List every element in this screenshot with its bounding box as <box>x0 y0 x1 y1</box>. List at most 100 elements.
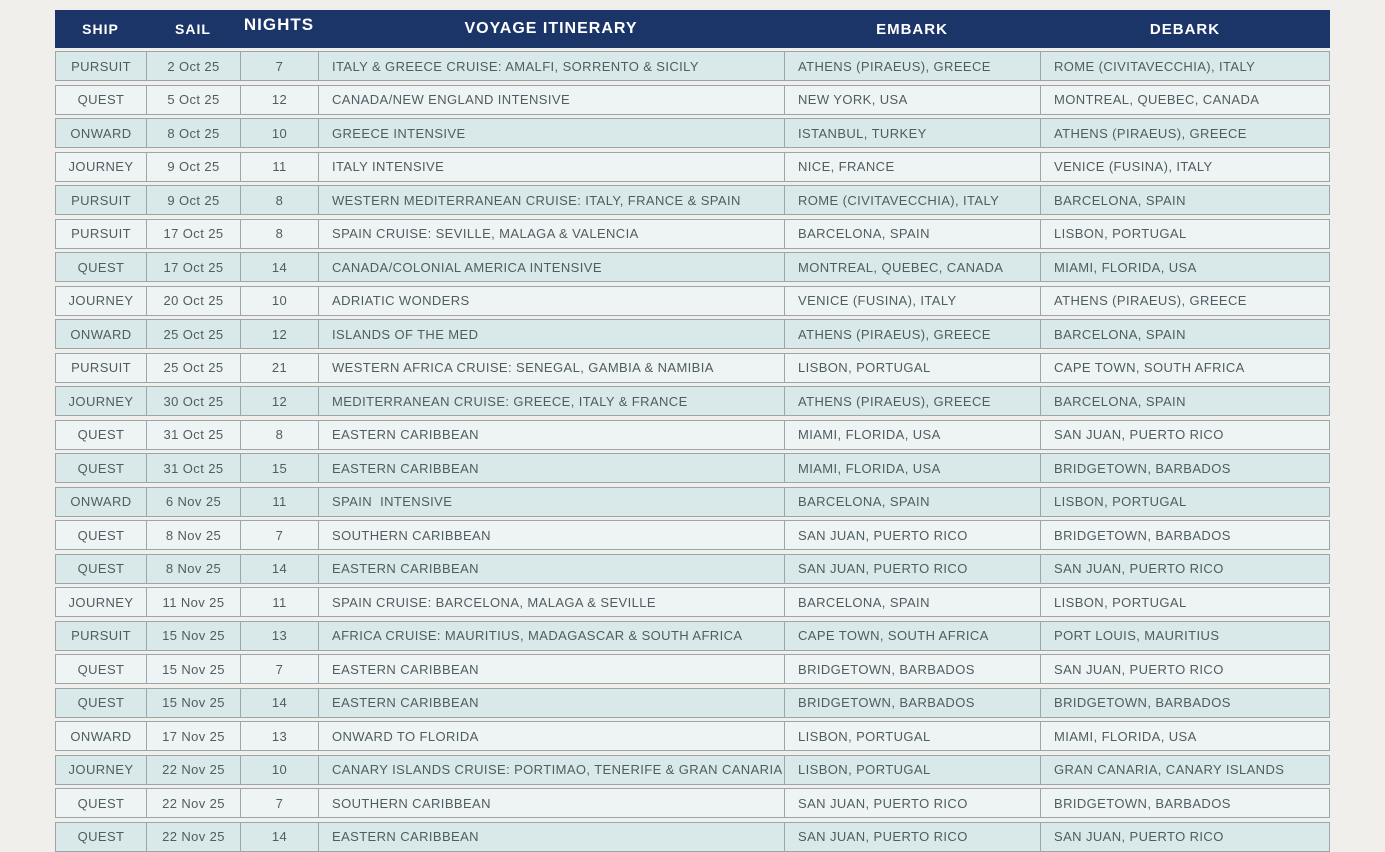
table-row: PURSUIT 15 Nov 25 13 AFRICA CRUISE: MAUR… <box>55 620 1330 651</box>
cell-nights: 8 <box>240 419 318 450</box>
cell-itinerary: SOUTHERN CARIBBEAN <box>318 788 784 818</box>
cell-debark: ATHENS (PIRAEUS), GREECE <box>1040 285 1330 316</box>
table-row: JOURNEY 11 Nov 25 11 SPAIN CRUISE: BARCE… <box>55 587 1330 617</box>
cell-sail: 25 Oct 25 <box>146 352 240 383</box>
cell-embark: LISBON, PORTUGAL <box>784 754 1040 785</box>
table-row: QUEST 31 Oct 25 15 EASTERN CARIBBEAN MIA… <box>55 453 1330 483</box>
cell-ship: JOURNEY <box>55 587 146 617</box>
cell-ship: QUEST <box>55 520 146 550</box>
cell-ship: QUEST <box>55 252 146 282</box>
table-row: QUEST 5 Oct 25 12 CANADA/NEW ENGLAND INT… <box>55 84 1330 115</box>
cell-itinerary: EASTERN CARIBBEAN <box>318 553 784 584</box>
cell-debark: SAN JUAN, PUERTO RICO <box>1040 821 1330 852</box>
cell-ship: ONWARD <box>55 319 146 349</box>
cell-nights: 11 <box>240 587 318 617</box>
cell-nights: 12 <box>240 84 318 115</box>
cell-sail: 8 Nov 25 <box>146 520 240 550</box>
cell-ship: PURSUIT <box>55 620 146 651</box>
cell-nights: 11 <box>240 486 318 517</box>
cell-itinerary: ITALY INTENSIVE <box>318 151 784 182</box>
cell-itinerary: ITALY & GREECE CRUISE: AMALFI, SORRENTO … <box>318 51 784 81</box>
cell-sail: 9 Oct 25 <box>146 151 240 182</box>
table-row: QUEST 8 Nov 25 7 SOUTHERN CARIBBEAN SAN … <box>55 520 1330 550</box>
cell-itinerary: SPAIN INTENSIVE <box>318 486 784 517</box>
cell-sail: 2 Oct 25 <box>146 51 240 81</box>
cell-embark: ROME (CIVITAVECCHIA), ITALY <box>784 185 1040 215</box>
cell-itinerary: EASTERN CARIBBEAN <box>318 687 784 718</box>
cell-nights: 8 <box>240 185 318 215</box>
cell-ship: QUEST <box>55 419 146 450</box>
column-header-itinerary: VOYAGE ITINERARY <box>464 20 638 37</box>
cell-debark: MIAMI, FLORIDA, USA <box>1040 252 1330 282</box>
cell-debark: ATHENS (PIRAEUS), GREECE <box>1040 118 1330 148</box>
cell-embark: VENICE (FUSINA), ITALY <box>784 285 1040 316</box>
cell-sail: 31 Oct 25 <box>146 419 240 450</box>
cell-sail: 25 Oct 25 <box>146 319 240 349</box>
cell-embark: BARCELONA, SPAIN <box>784 218 1040 249</box>
cell-ship: JOURNEY <box>55 386 146 416</box>
column-header-ship: SHIP <box>82 21 119 37</box>
table-row: ONWARD 8 Oct 25 10 GREECE INTENSIVE ISTA… <box>55 118 1330 148</box>
table-row: JOURNEY 9 Oct 25 11 ITALY INTENSIVE NICE… <box>55 151 1330 182</box>
column-header-sail: SAIL <box>175 21 211 37</box>
table-row: QUEST 15 Nov 25 7 EASTERN CARIBBEAN BRID… <box>55 654 1330 684</box>
cell-debark: BRIDGETOWN, BARBADOS <box>1040 520 1330 550</box>
cell-ship: QUEST <box>55 788 146 818</box>
table-row: QUEST 22 Nov 25 7 SOUTHERN CARIBBEAN SAN… <box>55 788 1330 818</box>
cell-nights: 12 <box>240 319 318 349</box>
cell-ship: QUEST <box>55 687 146 718</box>
cell-itinerary: ISLANDS OF THE MED <box>318 319 784 349</box>
cell-embark: BRIDGETOWN, BARBADOS <box>784 654 1040 684</box>
cell-ship: PURSUIT <box>55 51 146 81</box>
table-row: PURSUIT 9 Oct 25 8 WESTERN MEDITERRANEAN… <box>55 185 1330 215</box>
cell-debark: SAN JUAN, PUERTO RICO <box>1040 553 1330 584</box>
cell-nights: 10 <box>240 754 318 785</box>
cell-itinerary: AFRICA CRUISE: MAURITIUS, MADAGASCAR & S… <box>318 620 784 651</box>
cell-itinerary: MEDITERRANEAN CRUISE: GREECE, ITALY & FR… <box>318 386 784 416</box>
cell-nights: 13 <box>240 721 318 751</box>
cell-ship: JOURNEY <box>55 754 146 785</box>
table-row: ONWARD 6 Nov 25 11 SPAIN INTENSIVE BARCE… <box>55 486 1330 517</box>
cell-itinerary: EASTERN CARIBBEAN <box>318 419 784 450</box>
table-row: PURSUIT 17 Oct 25 8 SPAIN CRUISE: SEVILL… <box>55 218 1330 249</box>
cell-sail: 6 Nov 25 <box>146 486 240 517</box>
cell-debark: BRIDGETOWN, BARBADOS <box>1040 453 1330 483</box>
cell-sail: 15 Nov 25 <box>146 620 240 651</box>
cell-nights: 7 <box>240 520 318 550</box>
cell-embark: MIAMI, FLORIDA, USA <box>784 419 1040 450</box>
cell-embark: BARCELONA, SPAIN <box>784 587 1040 617</box>
cell-sail: 8 Oct 25 <box>146 118 240 148</box>
cell-nights: 12 <box>240 386 318 416</box>
cell-ship: QUEST <box>55 84 146 115</box>
cell-sail: 30 Oct 25 <box>146 386 240 416</box>
cell-debark: ROME (CIVITAVECCHIA), ITALY <box>1040 51 1330 81</box>
cell-ship: PURSUIT <box>55 185 146 215</box>
cell-sail: 22 Nov 25 <box>146 754 240 785</box>
cell-ship: ONWARD <box>55 486 146 517</box>
cell-sail: 11 Nov 25 <box>146 587 240 617</box>
cell-embark: BARCELONA, SPAIN <box>784 486 1040 517</box>
cell-sail: 17 Nov 25 <box>146 721 240 751</box>
table-row: QUEST 8 Nov 25 14 EASTERN CARIBBEAN SAN … <box>55 553 1330 584</box>
cell-sail: 17 Oct 25 <box>146 218 240 249</box>
cell-debark: BRIDGETOWN, BARBADOS <box>1040 687 1330 718</box>
cell-embark: LISBON, PORTUGAL <box>784 352 1040 383</box>
cell-itinerary: CANADA/COLONIAL AMERICA INTENSIVE <box>318 252 784 282</box>
cell-embark: BRIDGETOWN, BARBADOS <box>784 687 1040 718</box>
cell-embark: LISBON, PORTUGAL <box>784 721 1040 751</box>
table-row: ONWARD 25 Oct 25 12 ISLANDS OF THE MED A… <box>55 319 1330 349</box>
cell-itinerary: GREECE INTENSIVE <box>318 118 784 148</box>
cell-ship: ONWARD <box>55 118 146 148</box>
table-row: JOURNEY 30 Oct 25 12 MEDITERRANEAN CRUIS… <box>55 386 1330 416</box>
cell-debark: PORT LOUIS, MAURITIUS <box>1040 620 1330 651</box>
cell-sail: 31 Oct 25 <box>146 453 240 483</box>
cell-nights: 14 <box>240 821 318 852</box>
cell-nights: 7 <box>240 654 318 684</box>
cell-nights: 14 <box>240 687 318 718</box>
cell-nights: 13 <box>240 620 318 651</box>
cell-itinerary: SOUTHERN CARIBBEAN <box>318 520 784 550</box>
cell-sail: 8 Nov 25 <box>146 553 240 584</box>
cell-embark: MONTREAL, QUEBEC, CANADA <box>784 252 1040 282</box>
cell-embark: SAN JUAN, PUERTO RICO <box>784 821 1040 852</box>
table-row: JOURNEY 20 Oct 25 10 ADRIATIC WONDERS VE… <box>55 285 1330 316</box>
